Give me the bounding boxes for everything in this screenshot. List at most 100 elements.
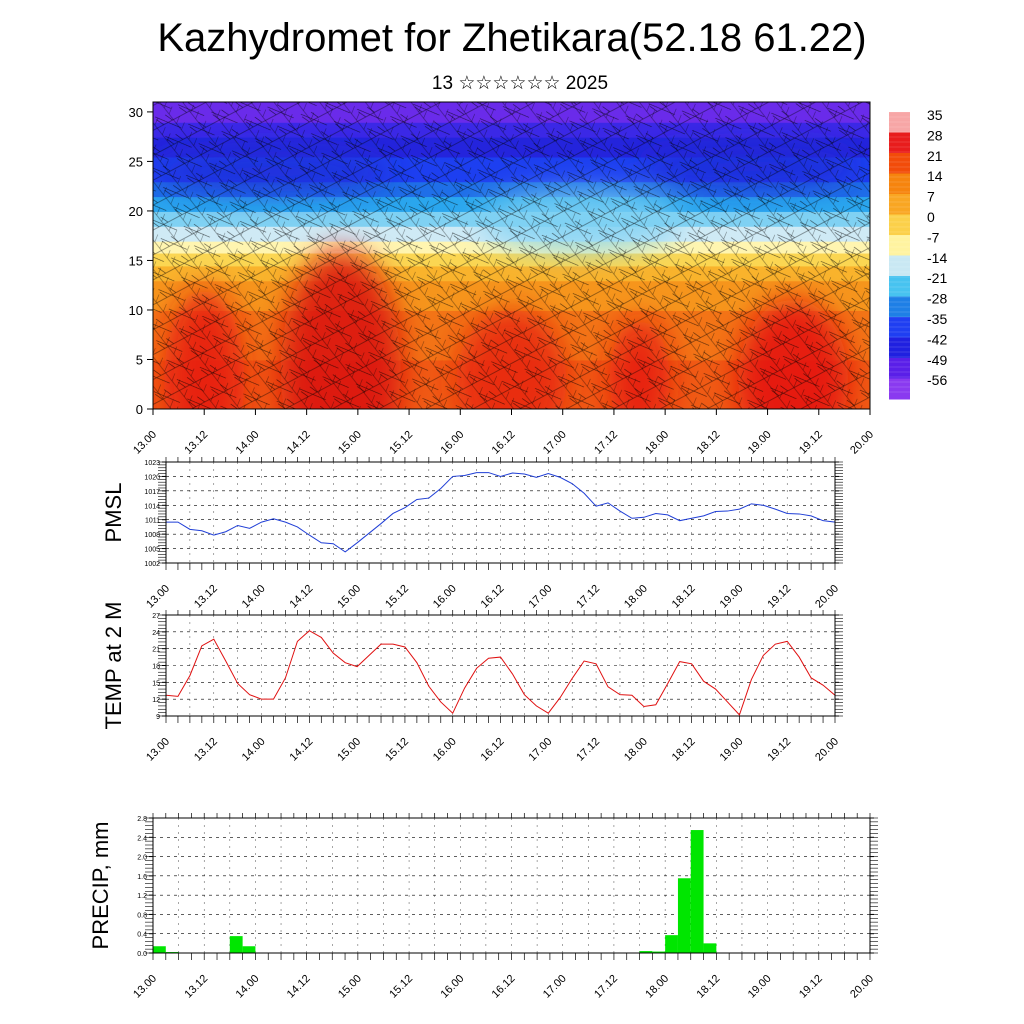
x-tick-label: 16.00 — [438, 973, 466, 1001]
y-tick-label: 10 — [129, 303, 143, 318]
x-tick-label: 15.12 — [383, 736, 411, 764]
colorbar-label: -28 — [927, 291, 947, 307]
colorbar-label: -35 — [927, 311, 947, 327]
x-tick-label: 14.00 — [240, 583, 268, 611]
series-line — [165, 630, 836, 716]
x-tick-label: 14.12 — [285, 429, 313, 457]
panel-frame — [165, 614, 836, 717]
x-tick-label: 15.12 — [387, 429, 415, 457]
x-tick-label: 13.12 — [182, 429, 210, 457]
x-tick-label: 17.00 — [541, 429, 569, 457]
x-tick-label: 20.00 — [848, 429, 876, 457]
precip-bar — [665, 935, 678, 953]
y-tick-label: 12 — [152, 697, 160, 704]
x-tick-label: 19.12 — [797, 973, 825, 1001]
x-tick-label: 18.12 — [695, 973, 723, 1001]
precip-bar — [242, 946, 256, 953]
y-tick-label: 1.6 — [137, 874, 147, 881]
y-axis-title: TEMP at 2 M — [101, 602, 126, 730]
x-tick-label: 19.00 — [718, 583, 746, 611]
x-tick-label: 15.00 — [335, 583, 363, 611]
colorbar-swatch — [889, 317, 910, 338]
precip-bar — [639, 951, 653, 953]
x-tick-label: 13.12 — [192, 583, 220, 611]
temperature-wind-cross-section: 0 5 10 15 20 25 30 13.00 13.12 14.00 14.12 15.00 15.… — [129, 101, 947, 457]
y-tick-label: 1020 — [144, 474, 160, 481]
x-tick-label: 18.00 — [622, 583, 650, 611]
colorbar-swatch — [889, 214, 910, 236]
y-tick-label: 2.8 — [137, 816, 147, 823]
y-tick-label: 20 — [129, 204, 143, 219]
x-tick-label: 13.12 — [182, 973, 210, 1001]
x-tick-label: 16.00 — [438, 429, 466, 457]
x-tick-label: 13.00 — [131, 973, 159, 1001]
panel-frame — [165, 461, 836, 564]
y-tick-label: 21 — [152, 647, 160, 654]
colorbar-label: 28 — [927, 127, 943, 143]
colorbar: 35 28 21 14 7 0 -7 -14 -21 -28 -35 -42 -49 -56 — [889, 107, 947, 400]
colorbar-swatch — [889, 378, 910, 400]
y-tick-label: 0.0 — [137, 951, 147, 958]
y-tick-label: 1017 — [144, 489, 160, 496]
y-tick-label: 25 — [129, 154, 143, 169]
x-tick-label: 20.00 — [813, 736, 841, 764]
y-tick-label: 9 — [156, 714, 160, 721]
x-tick-label: 19.12 — [797, 429, 825, 457]
precip-bar — [690, 830, 704, 953]
y-tick-label: 18 — [152, 664, 160, 671]
x-tick-label: 19.00 — [746, 973, 774, 1001]
precip-panel: 0.0 0.4 0.8 1.2 1.6 2.0 2.4 2.8 13.00 13.12 14.00 1… — [88, 813, 878, 1001]
heatmap-field — [153, 102, 870, 409]
y-tick-label: 1.2 — [137, 893, 147, 900]
colorbar-swatch — [889, 153, 910, 174]
x-tick-label: 19.12 — [765, 736, 793, 764]
y-axis-title: PMSL — [101, 483, 126, 543]
page-title: Kazhydromet for Zhetikara(52.18 61.22) — [157, 16, 867, 60]
colorbar-swatch — [889, 112, 910, 133]
y-tick-label: 0.8 — [137, 912, 147, 919]
colorbar-label: -42 — [927, 331, 947, 347]
x-tick-label: 13.00 — [144, 736, 172, 764]
colorbar-swatch — [889, 358, 910, 379]
x-tick-label: 17.12 — [592, 973, 620, 1001]
colorbar-swatch — [889, 173, 910, 195]
x-tick-label: 20.00 — [813, 583, 841, 611]
x-tick-label: 20.00 — [848, 973, 876, 1001]
x-tick-label: 17.12 — [574, 583, 602, 611]
y-tick-label: 27 — [152, 613, 160, 620]
precip-bar — [652, 951, 666, 953]
x-tick-label: 16.12 — [479, 736, 507, 764]
y-tick-label: 15 — [152, 680, 160, 687]
colorbar-swatch — [889, 337, 910, 359]
x-tick-label: 14.12 — [288, 736, 316, 764]
x-tick-label: 13.00 — [131, 429, 159, 457]
x-tick-label: 18.12 — [695, 429, 723, 457]
y-tick-label: 1023 — [144, 460, 160, 467]
x-tick-label: 16.12 — [479, 583, 507, 611]
colorbar-label: 0 — [927, 209, 935, 225]
precip-bar — [677, 878, 691, 953]
colorbar-label: -49 — [927, 352, 947, 368]
precip-bar — [703, 943, 717, 953]
colorbar-label: -14 — [927, 250, 947, 266]
x-tick-label: 15.12 — [383, 583, 411, 611]
colorbar-swatch — [889, 255, 910, 277]
x-tick-label: 15.12 — [387, 973, 415, 1001]
colorbar-label: -7 — [927, 229, 940, 245]
x-tick-label: 19.00 — [746, 429, 774, 457]
y-tick-label: 5 — [136, 352, 143, 367]
x-tick-label: 15.00 — [336, 973, 364, 1001]
x-tick-label: 17.00 — [541, 973, 569, 1001]
x-tick-label: 18.12 — [670, 736, 698, 764]
y-tick-label: 1008 — [144, 532, 160, 539]
x-tick-label: 16.00 — [431, 736, 459, 764]
pmsl-panel: 1002 1005 1008 1011 1014 1017 1020 1023 13.00 13.… — [101, 457, 843, 611]
y-tick-label: 24 — [152, 630, 160, 637]
colorbar-swatch — [889, 296, 910, 318]
x-tick-label: 14.12 — [288, 583, 316, 611]
y-tick-label: 1011 — [145, 518, 160, 525]
x-tick-label: 13.00 — [144, 583, 172, 611]
x-tick-label: 18.00 — [622, 736, 650, 764]
precip-bar — [153, 946, 166, 953]
